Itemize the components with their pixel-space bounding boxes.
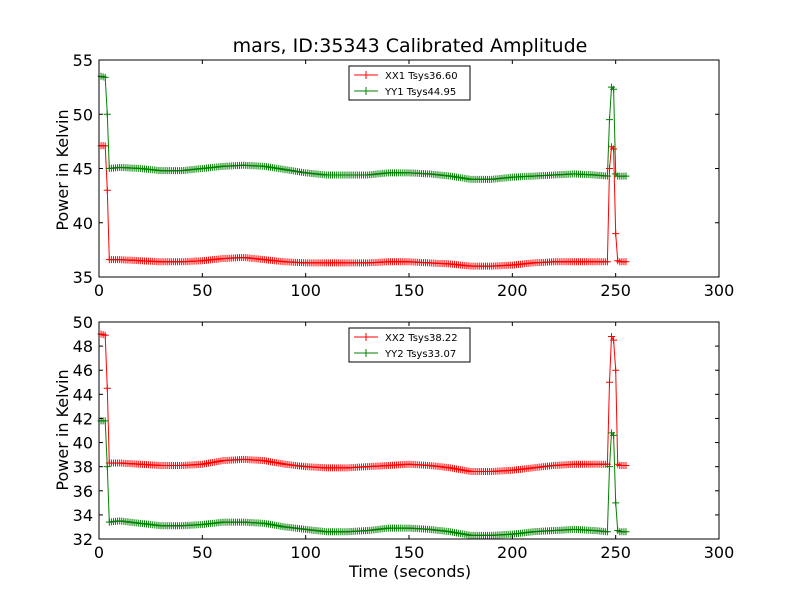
- top-y-tick-label: 35: [73, 268, 93, 287]
- top-data-point: [101, 142, 109, 150]
- bottom-legend-marker: [362, 333, 370, 341]
- bottom-y-tick-label: 36: [73, 482, 93, 501]
- top-data-point: [612, 230, 620, 238]
- top-data-point: [603, 258, 611, 266]
- bottom-x-tick-label: 250: [600, 543, 631, 562]
- top-data-point: [605, 116, 613, 124]
- top-data-point: [603, 172, 611, 180]
- top-y-tick-label: 55: [73, 51, 93, 70]
- top-chart-axes: 0 50 100 150 200 250 300 35 40 45 50 55 XX1 Tsys36.6…: [73, 51, 735, 300]
- bottom-legend-box: [348, 327, 471, 363]
- bottom-data-point: [622, 528, 630, 536]
- bottom-x-tick-label: 150: [394, 543, 425, 562]
- top-data-point: [622, 258, 630, 266]
- bottom-data-point: [608, 332, 616, 340]
- top-legend: XX1 Tsys36.60 YY1 Tsys44.95: [348, 65, 471, 101]
- bottom-legend: XX2 Tsys38.22 YY2 Tsys33.07: [348, 327, 471, 363]
- bottom-legend-label: XX2 Tsys38.22: [385, 333, 458, 344]
- bottom-y-tick-label: 40: [73, 434, 93, 453]
- bottom-y-tick-label: 34: [73, 506, 93, 525]
- top-y-tick-label: 50: [73, 105, 93, 124]
- top-data-point: [610, 145, 618, 153]
- bottom-data-point: [103, 384, 111, 392]
- bottom-legend-label: YY2 Tsys33.07: [384, 349, 456, 360]
- top-x-tick-label: 300: [704, 281, 735, 300]
- bottom-y-tick-label: 38: [73, 458, 93, 477]
- top-y-tick-label: 40: [73, 214, 93, 233]
- chart-title: mars, ID:35343 Calibrated Amplitude: [233, 35, 588, 57]
- bottom-data-point: [622, 461, 630, 469]
- bottom-series-1: [97, 330, 630, 475]
- top-series-2: [97, 72, 630, 183]
- top-legend-marker: [362, 71, 370, 79]
- bottom-y-tick-label: 50: [73, 313, 93, 332]
- top-data-point: [103, 186, 111, 194]
- bottom-data-point: [101, 417, 109, 425]
- top-x-tick-label: 100: [290, 281, 321, 300]
- top-x-tick-label: 0: [94, 281, 104, 300]
- top-data-point: [101, 73, 109, 81]
- bottom-y-tick-label: 48: [73, 337, 93, 356]
- bottom-data-point: [612, 499, 620, 507]
- bottom-legend-marker: [362, 349, 370, 357]
- top-data-point: [622, 172, 630, 180]
- bottom-y-tick-label: 32: [73, 530, 93, 549]
- top-series-line: [101, 145, 626, 267]
- bottom-x-tick-label: 50: [192, 543, 212, 562]
- top-y-axis-label: Power in Kelvin: [53, 109, 72, 230]
- bottom-data-point: [605, 378, 613, 386]
- top-legend-label: YY1 Tsys44.95: [384, 87, 456, 98]
- top-series-1: [97, 142, 630, 270]
- top-data-point: [605, 165, 613, 172]
- bottom-data-point: [603, 528, 611, 536]
- bottom-x-tick-label: 200: [497, 543, 528, 562]
- bottom-x-tick-label: 0: [94, 543, 104, 562]
- top-x-tick-label: 200: [497, 281, 528, 300]
- bottom-data-point: [101, 331, 109, 339]
- bottom-y-tick-label: 42: [73, 409, 93, 428]
- bottom-data-point: [612, 366, 620, 374]
- bottom-x-axis-label: Time (seconds): [348, 562, 471, 581]
- bottom-series-2: [97, 417, 630, 539]
- bottom-x-tick-label: 100: [290, 543, 321, 562]
- bottom-x-tick-label: 300: [704, 543, 735, 562]
- bottom-series-line: [101, 420, 626, 536]
- bottom-data-point: [610, 431, 618, 439]
- bottom-y-tick-label: 44: [73, 385, 93, 404]
- top-x-tick-label: 250: [600, 281, 631, 300]
- top-legend-box: [348, 65, 471, 101]
- bottom-data-point: [103, 463, 111, 471]
- top-y-tick-label: 45: [73, 160, 93, 179]
- bottom-chart-axes: 0 50 100 150 200 250 300 32 34 36 38 40 42 44 46 48 50 XX…: [73, 313, 735, 562]
- bottom-y-axis-label: Power in Kelvin: [53, 369, 72, 490]
- bottom-y-tick-label: 46: [73, 361, 93, 380]
- bottom-data-point: [610, 336, 618, 344]
- top-x-tick-label: 150: [394, 281, 425, 300]
- bottom-data-point: [605, 463, 613, 471]
- top-data-point: [103, 110, 111, 118]
- top-x-tick-label: 50: [192, 281, 212, 300]
- top-legend-marker: [362, 87, 370, 95]
- top-data-point: [610, 85, 618, 93]
- top-legend-label: XX1 Tsys36.60: [385, 71, 458, 82]
